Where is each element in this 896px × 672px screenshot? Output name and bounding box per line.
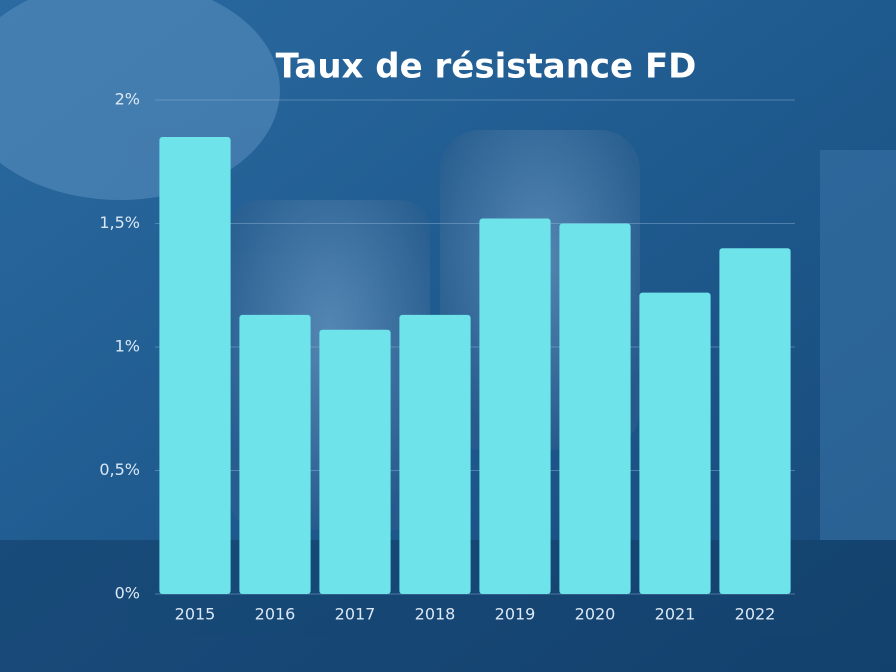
y-tick-label: 1,5% (99, 213, 140, 232)
x-tick-label: 2022 (735, 605, 776, 624)
x-tick-label: 2015 (175, 605, 216, 624)
bar (159, 137, 231, 595)
bar (639, 292, 711, 594)
x-tick-label: 2019 (495, 605, 536, 624)
x-tick-label: 2021 (655, 605, 696, 624)
bar (479, 218, 551, 594)
bar (719, 248, 791, 594)
x-tick-label: 2020 (575, 605, 616, 624)
x-tick-label: 2016 (255, 605, 296, 624)
x-tick-label: 2018 (415, 605, 456, 624)
bar (239, 314, 311, 594)
x-tick-label: 2017 (335, 605, 376, 624)
y-tick-label: 0,5% (99, 460, 140, 479)
chart-title: Taux de résistance FD (276, 47, 697, 87)
bar (399, 314, 471, 594)
y-tick-label: 2% (115, 90, 140, 109)
bar (319, 329, 391, 594)
y-tick-label: 0% (115, 584, 140, 603)
bar (559, 223, 631, 594)
y-tick-label: 1% (115, 337, 140, 356)
